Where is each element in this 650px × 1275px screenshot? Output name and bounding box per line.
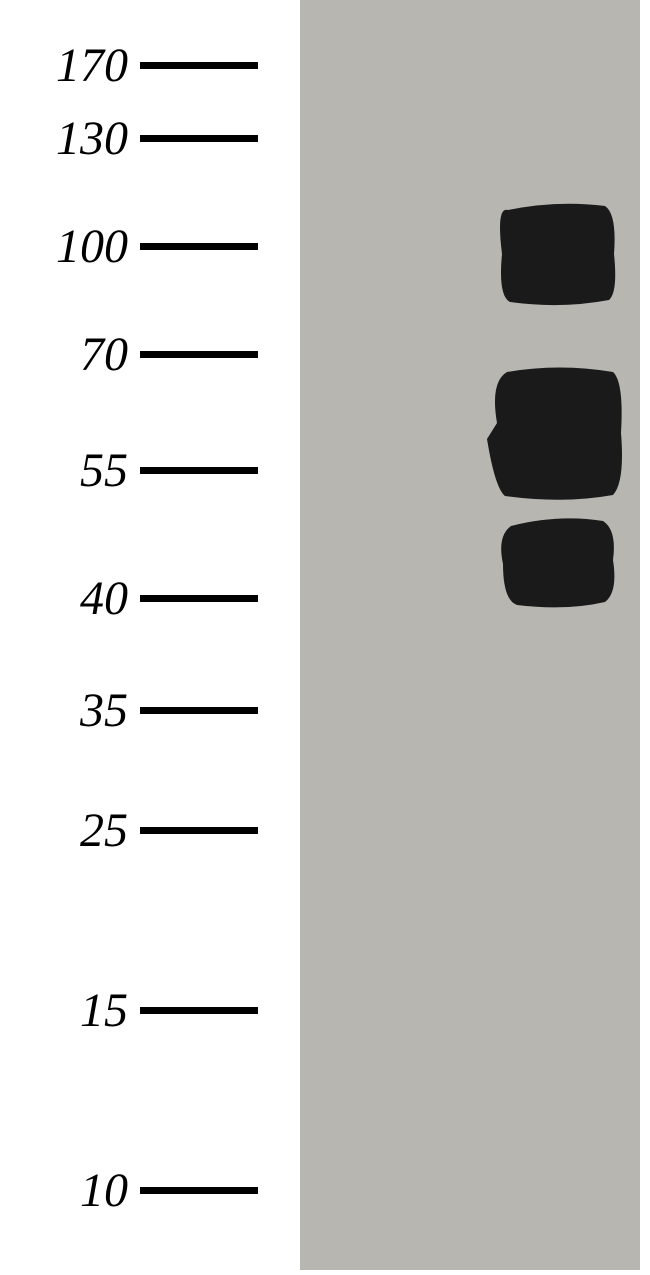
blot-band-0 — [490, 194, 625, 314]
western-blot-container: 170 130 100 70 55 40 35 25 15 10 — [0, 0, 650, 1275]
blot-lane — [300, 0, 640, 1270]
marker-35: 35 — [0, 686, 300, 734]
marker-tick — [140, 243, 258, 250]
marker-tick — [140, 827, 258, 834]
marker-tick — [140, 1007, 258, 1014]
blot-band-1 — [483, 358, 631, 508]
marker-10: 10 — [0, 1166, 300, 1214]
marker-tick — [140, 351, 258, 358]
marker-130: 130 — [0, 114, 300, 162]
marker-label: 40 — [0, 571, 140, 626]
marker-40: 40 — [0, 574, 300, 622]
marker-tick — [140, 62, 258, 69]
marker-label: 10 — [0, 1163, 140, 1218]
marker-label: 25 — [0, 803, 140, 858]
marker-tick — [140, 1187, 258, 1194]
marker-label: 35 — [0, 683, 140, 738]
blot-band-2 — [491, 508, 625, 616]
marker-tick — [140, 595, 258, 602]
marker-label: 55 — [0, 443, 140, 498]
marker-100: 100 — [0, 222, 300, 270]
marker-label: 130 — [0, 111, 140, 166]
marker-label: 70 — [0, 327, 140, 382]
marker-15: 15 — [0, 986, 300, 1034]
marker-70: 70 — [0, 330, 300, 378]
marker-tick — [140, 135, 258, 142]
marker-label: 100 — [0, 219, 140, 274]
marker-tick — [140, 707, 258, 714]
marker-label: 15 — [0, 983, 140, 1038]
molecular-weight-ladder: 170 130 100 70 55 40 35 25 15 10 — [0, 0, 300, 1275]
marker-25: 25 — [0, 806, 300, 854]
marker-tick — [140, 467, 258, 474]
marker-170: 170 — [0, 41, 300, 89]
marker-55: 55 — [0, 446, 300, 494]
marker-label: 170 — [0, 38, 140, 93]
